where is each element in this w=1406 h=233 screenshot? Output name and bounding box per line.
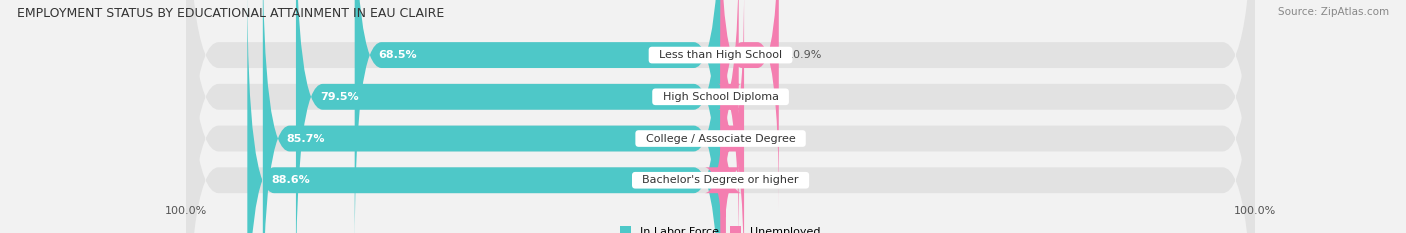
FancyBboxPatch shape — [187, 0, 1254, 233]
Text: 68.5%: 68.5% — [378, 50, 418, 60]
FancyBboxPatch shape — [704, 26, 742, 233]
Text: Less than High School: Less than High School — [652, 50, 789, 60]
Text: 4.4%: 4.4% — [752, 134, 780, 144]
FancyBboxPatch shape — [187, 0, 1254, 233]
Legend: In Labor Force, Unemployed: In Labor Force, Unemployed — [616, 222, 825, 233]
FancyBboxPatch shape — [354, 0, 721, 233]
Text: 10.9%: 10.9% — [787, 50, 823, 60]
Text: Bachelor's Degree or higher: Bachelor's Degree or higher — [636, 175, 806, 185]
Text: College / Associate Degree: College / Associate Degree — [638, 134, 803, 144]
Text: 88.6%: 88.6% — [271, 175, 311, 185]
FancyBboxPatch shape — [721, 0, 779, 209]
Text: Source: ZipAtlas.com: Source: ZipAtlas.com — [1278, 7, 1389, 17]
FancyBboxPatch shape — [721, 0, 744, 233]
Text: 79.5%: 79.5% — [321, 92, 359, 102]
FancyBboxPatch shape — [187, 0, 1254, 233]
FancyBboxPatch shape — [247, 0, 721, 233]
Text: 100.0%: 100.0% — [166, 206, 208, 216]
Text: 85.7%: 85.7% — [287, 134, 325, 144]
Text: High School Diploma: High School Diploma — [655, 92, 786, 102]
Text: 3.4%: 3.4% — [747, 92, 775, 102]
Text: 100.0%: 100.0% — [1233, 206, 1275, 216]
FancyBboxPatch shape — [717, 0, 742, 233]
FancyBboxPatch shape — [187, 0, 1254, 233]
Text: 1.0%: 1.0% — [734, 175, 762, 185]
FancyBboxPatch shape — [263, 0, 721, 233]
Text: EMPLOYMENT STATUS BY EDUCATIONAL ATTAINMENT IN EAU CLAIRE: EMPLOYMENT STATUS BY EDUCATIONAL ATTAINM… — [17, 7, 444, 20]
FancyBboxPatch shape — [295, 0, 721, 233]
